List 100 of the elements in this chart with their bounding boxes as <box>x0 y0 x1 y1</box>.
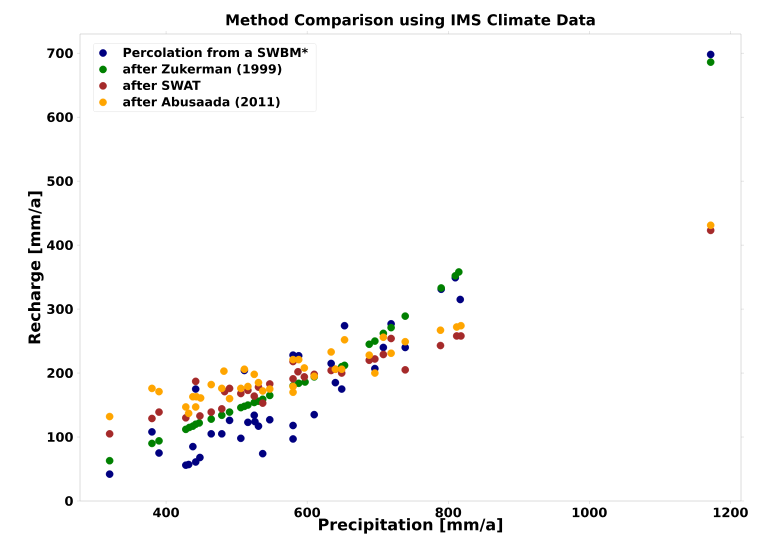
legend-label: Percolation from a SWBM* <box>124 48 308 58</box>
chart-title: Method Comparison using IMS Climate Data <box>226 14 595 28</box>
y-tick-label: 400 <box>47 240 73 250</box>
point <box>189 442 197 450</box>
point <box>401 338 410 346</box>
point <box>192 403 200 411</box>
point <box>106 456 114 464</box>
x-tick-label: 1000 <box>572 508 607 518</box>
point <box>196 412 204 420</box>
point <box>237 434 245 442</box>
point <box>250 392 258 400</box>
point <box>371 337 379 345</box>
point <box>436 326 444 334</box>
point <box>250 370 258 378</box>
point <box>155 437 163 445</box>
y-axis-title: Recharge [mm/a] <box>28 192 44 344</box>
point <box>266 392 274 400</box>
point <box>254 422 262 430</box>
point <box>327 348 335 356</box>
point <box>310 410 318 418</box>
point <box>266 416 274 424</box>
point <box>289 435 297 443</box>
point <box>218 411 226 420</box>
point <box>218 405 226 413</box>
point <box>387 334 395 342</box>
point <box>226 384 234 392</box>
point <box>244 382 252 390</box>
y-tick-label: 300 <box>47 304 73 314</box>
point <box>300 373 308 381</box>
point <box>294 356 302 364</box>
point <box>294 368 302 376</box>
point <box>340 336 348 344</box>
point <box>148 440 156 448</box>
x-axis-title: Precipitation [mm/a] <box>319 518 502 534</box>
y-tick-label: 100 <box>48 432 73 442</box>
legend-label: after Abusaada (2011) <box>123 96 280 108</box>
point <box>207 430 216 438</box>
point <box>195 419 204 427</box>
point <box>380 350 388 358</box>
point <box>289 375 297 383</box>
point <box>220 367 228 375</box>
point <box>401 312 410 320</box>
point <box>207 408 216 416</box>
point <box>258 387 267 395</box>
point <box>182 403 190 411</box>
point <box>365 351 374 359</box>
point <box>218 384 226 392</box>
point <box>196 454 204 462</box>
point <box>387 349 395 358</box>
point <box>387 324 395 332</box>
point <box>244 418 252 426</box>
point <box>706 50 714 58</box>
point <box>148 384 156 392</box>
point <box>184 410 192 418</box>
point <box>289 422 297 430</box>
point <box>332 378 340 386</box>
y-tick-label: 200 <box>47 368 73 378</box>
point <box>706 221 714 230</box>
point <box>254 378 262 386</box>
point <box>338 385 346 393</box>
point <box>192 385 200 393</box>
point <box>455 268 463 276</box>
point <box>380 333 388 342</box>
point <box>706 58 714 66</box>
point <box>148 414 156 422</box>
point <box>258 450 267 458</box>
point <box>365 340 374 348</box>
point <box>192 458 200 466</box>
point <box>155 408 163 416</box>
point <box>457 322 465 330</box>
point <box>196 394 204 402</box>
y-tick-label: 700 <box>47 48 73 58</box>
x-tick-label: 600 <box>294 508 320 518</box>
point <box>244 401 252 409</box>
point <box>106 470 114 478</box>
point <box>207 380 216 388</box>
legend-label: after SWAT <box>123 80 201 90</box>
point <box>226 416 234 424</box>
point <box>289 388 297 396</box>
point <box>192 378 200 386</box>
point <box>226 408 234 416</box>
point <box>226 394 234 402</box>
point <box>106 430 114 438</box>
legend-label: after Zukerman (1999) <box>123 64 282 76</box>
y-tick-label: 0 <box>65 496 73 506</box>
point <box>237 384 245 392</box>
point <box>258 399 267 407</box>
x-tick-label: 800 <box>436 508 462 518</box>
point <box>327 360 335 368</box>
x-tick-label: 1200 <box>714 508 748 518</box>
point <box>250 411 258 420</box>
point <box>371 355 379 363</box>
point <box>380 344 388 352</box>
point <box>436 342 444 350</box>
point <box>207 415 216 423</box>
point <box>155 449 163 457</box>
point <box>338 365 346 374</box>
point <box>340 322 348 330</box>
point <box>456 296 464 304</box>
point <box>155 388 163 396</box>
